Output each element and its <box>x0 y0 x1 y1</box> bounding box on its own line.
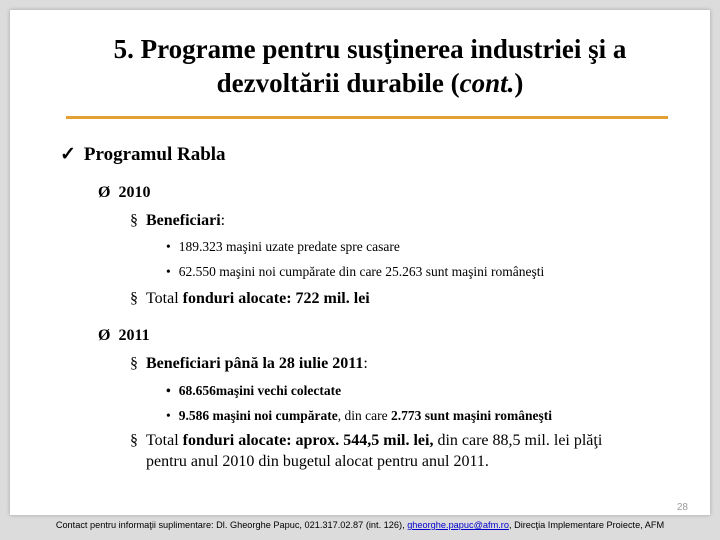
checkmark-icon: ✓ <box>60 144 76 165</box>
contact-text: Contact pentru informaţii suplimentare: … <box>55 520 408 530</box>
bullet-icon: • <box>166 239 171 254</box>
list-item-text: 68.656maşini vechi colectate <box>178 383 342 398</box>
list-item-text: 62.550 maşini noi cumpărate din care 25.… <box>178 264 545 279</box>
arrow-marker-icon: Ø <box>98 327 111 344</box>
title-line-1: 5. Programe pentru susţinerea industriei… <box>113 34 627 64</box>
beneficiari-2010: § Beneficiari: <box>130 212 225 230</box>
list-item-2010-2: • 62.550 maşini noi cumpărate din care 25… <box>166 264 544 280</box>
total-2011-amount: fonduri alocate: aprox. 544,5 mil. lei, <box>182 432 434 449</box>
list-item-bold-b: 2.773 sunt maşini româneşti <box>390 408 553 423</box>
total-2010-prefix: Total <box>146 290 183 307</box>
year-2011-label: 2011 <box>118 327 150 344</box>
total-2011-line-2: pentru anul 2010 din bugetul alocat pent… <box>146 453 489 470</box>
contact-text-end: , Direcţia Implementare Proiecte, AFM <box>508 520 665 530</box>
slide-title: 5. Programe pentru susţinerea industriei… <box>50 32 690 100</box>
square-marker-icon: § <box>130 212 138 229</box>
beneficiari-2011-label: Beneficiari până la 28 iulie 2011 <box>146 355 364 372</box>
program-heading: ✓ Programul Rabla <box>60 143 226 166</box>
arrow-marker-icon: Ø <box>98 184 111 201</box>
beneficiari-2010-label: Beneficiari <box>146 212 221 229</box>
total-2011: § Total fonduri alocate: aprox. 544,5 mil… <box>130 432 602 450</box>
title-line-2: dezvoltării durabile (cont.) <box>50 66 690 100</box>
title-divider <box>66 116 668 119</box>
bullet-icon: • <box>166 383 171 398</box>
square-marker-icon: § <box>130 290 138 307</box>
list-item-bold-a: 9.586 maşini noi cumpărate <box>178 408 338 423</box>
beneficiari-2011-colon: : <box>363 355 368 372</box>
list-item-2011-1: • 68.656maşini vechi colectate <box>166 383 341 399</box>
year-2010-label: 2010 <box>118 184 151 201</box>
title-close-paren: ) <box>514 68 524 98</box>
contact-email-link[interactable]: gheorghe.papuc@afm.ro <box>407 520 509 530</box>
list-item-mid: , din care <box>337 408 391 423</box>
total-2010: § Total fonduri alocate: 722 mil. lei <box>130 290 370 308</box>
total-2010-amount: fonduri alocate: 722 mil. lei <box>182 290 370 307</box>
contact-footer: Contact pentru informaţii suplimentare: … <box>0 520 720 530</box>
square-marker-icon: § <box>130 355 138 372</box>
total-2011-prefix: Total <box>146 432 183 449</box>
list-item-text: 189.323 maşini uzate predate spre casare <box>178 239 400 254</box>
list-item-2010-1: • 189.323 maşini uzate predate spre casar… <box>166 239 400 255</box>
bullet-icon: • <box>166 408 171 423</box>
year-2010-heading: Ø 2010 <box>98 184 150 202</box>
program-heading-text: Programul Rabla <box>83 144 226 165</box>
list-item-2011-2: • 9.586 maşini noi cumpărate, din care 2.… <box>166 408 552 424</box>
year-2011-heading: Ø 2011 <box>98 327 150 345</box>
beneficiari-2011: § Beneficiari până la 28 iulie 2011: <box>130 355 368 373</box>
bullet-icon: • <box>166 264 171 279</box>
title-line-2-text: dezvoltării durabile ( <box>216 68 460 98</box>
beneficiari-2010-colon: : <box>220 212 226 229</box>
page-number: 28 <box>676 502 688 513</box>
square-marker-icon: § <box>130 432 138 449</box>
title-italic-text: cont. <box>459 68 515 98</box>
slide: 5. Programe pentru susţinerea industriei… <box>10 10 710 515</box>
total-2011-rest: din care 88,5 mil. lei plăţi <box>433 432 603 449</box>
